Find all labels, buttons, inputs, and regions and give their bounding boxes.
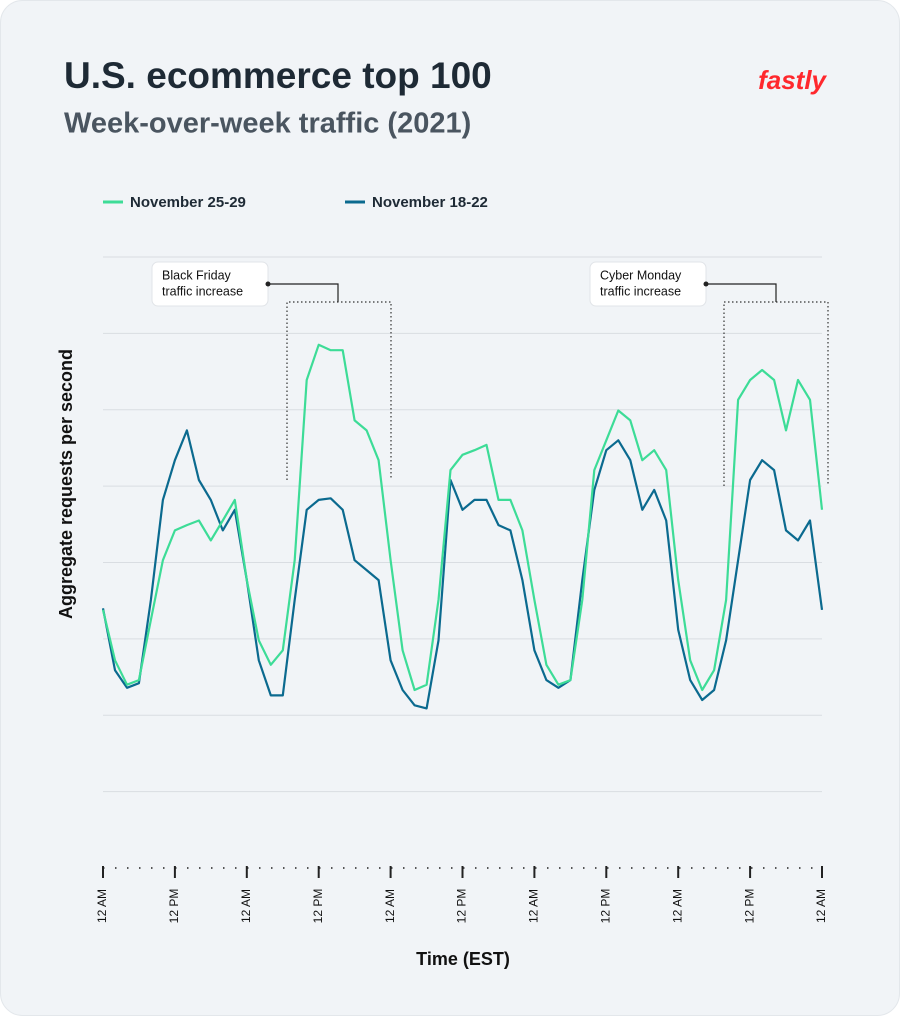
x-tick-label: 12 AM <box>383 889 397 923</box>
series-line <box>101 429 824 710</box>
x-tick-label: 12 AM <box>814 889 828 923</box>
annotations: Black Friday traffic increase Cyber Monday… <box>151 261 829 486</box>
annotation-text: Cyber Monday <box>600 268 682 282</box>
annotation-connector <box>268 283 339 302</box>
legend: November 25-29 November 18-22 <box>103 194 488 211</box>
annotation-bracket <box>286 301 392 480</box>
annotation-dot <box>703 281 709 287</box>
chart-subtitle: Week-over-week traffic (2021) <box>64 108 471 140</box>
annotation-text: Black Friday <box>162 268 232 282</box>
legend-label: November 25-29 <box>130 194 246 211</box>
annotation-dot <box>265 281 271 287</box>
series-line <box>101 343 824 692</box>
x-tick-label: 12 AM <box>527 889 541 923</box>
annotation-connector <box>706 283 777 302</box>
grid <box>103 256 822 793</box>
x-tick-label: 12 PM <box>455 889 469 924</box>
x-axis: 12 AM 12 PM 12 AM 12 PM 12 AM 12 PM 12 AM 12 PM… <box>95 866 828 923</box>
x-tick-label: 12 AM <box>670 889 684 923</box>
x-tick-label: 12 AM <box>239 889 253 923</box>
chart-title: U.S. ecommerce top 100 <box>64 55 492 96</box>
x-tick-label: 12 PM <box>167 889 181 924</box>
plot <box>101 343 824 710</box>
logo: fastly <box>758 65 827 95</box>
x-axis-title: Time (EST) <box>416 949 510 969</box>
x-tick-label: 12 PM <box>598 889 612 924</box>
x-tick-label: 12 AM <box>95 889 109 923</box>
x-tick-label: 12 PM <box>742 889 756 924</box>
y-axis-title: Aggregate requests per second <box>56 349 76 619</box>
legend-label: November 18-22 <box>372 194 488 211</box>
annotation-text: traffic increase <box>162 284 243 298</box>
x-tick-label: 12 PM <box>311 889 325 924</box>
annotation-text: traffic increase <box>600 284 681 298</box>
